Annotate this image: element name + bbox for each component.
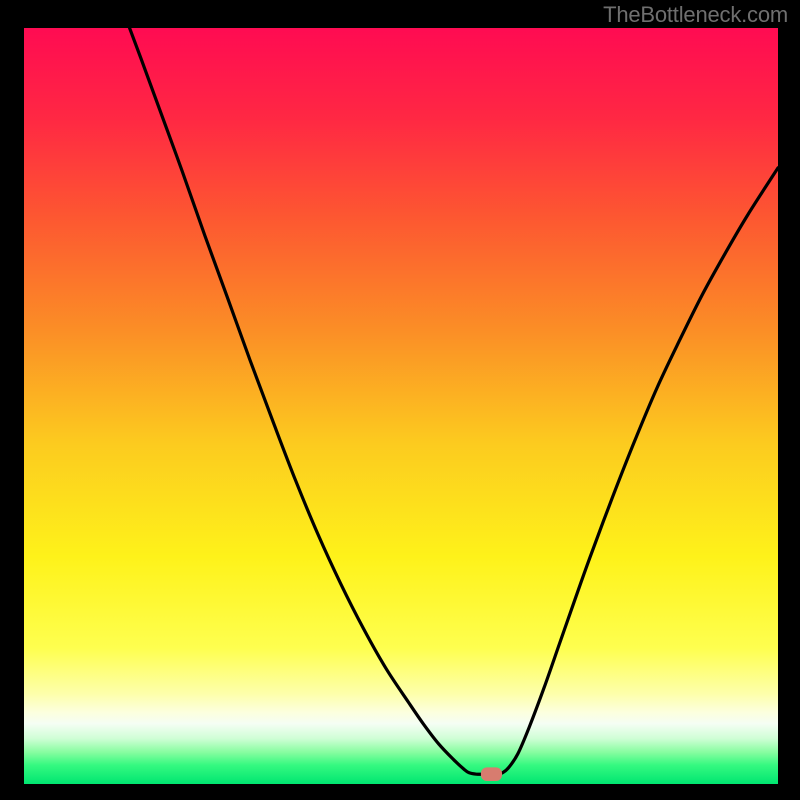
plot-svg (24, 28, 778, 784)
optimal-point-marker (481, 767, 502, 781)
watermark-text: TheBottleneck.com (603, 2, 788, 28)
plot-area (24, 28, 778, 784)
gradient-background (24, 28, 778, 784)
chart-container: TheBottleneck.com (0, 0, 800, 800)
